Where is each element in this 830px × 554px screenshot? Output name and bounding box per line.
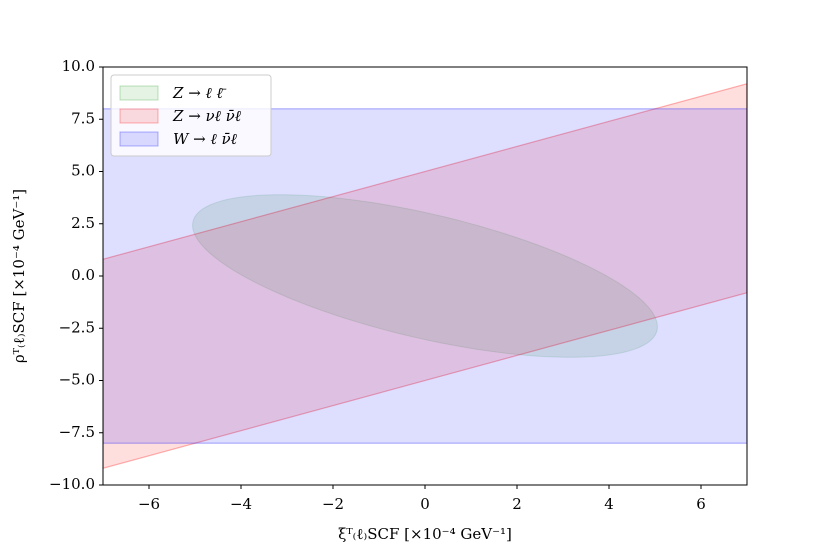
y-tick-label: −10.0 [49,475,95,493]
legend-swatch [119,131,159,147]
y-tick-label: 10.0 [62,57,95,75]
x-axis-label: ξᵀ₍ℓ₎SCF [×10⁻⁴ GeV⁻¹] [338,525,512,543]
legend-label: W → ℓ ν̄ℓ [173,130,237,148]
y-tick-label: 5.0 [71,162,95,180]
legend-swatch [119,85,159,101]
x-tick-label: −6 [138,495,160,513]
y-tick-label: −7.5 [59,423,95,441]
y-tick-label: 2.5 [71,214,95,232]
plot-area [103,83,747,469]
legend-label: Z → ℓ ℓ̄ [172,84,227,102]
x-tick-label: −2 [322,495,344,513]
legend-label: Z → νℓ ν̄ℓ [172,107,241,125]
legend-box [110,74,272,157]
y-tick-label: 7.5 [71,109,95,127]
ellipse [192,194,658,358]
band [103,83,747,469]
y-tick-label: −5.0 [59,371,95,389]
x-tick-label: 6 [696,495,706,513]
x-tick-label: 4 [604,495,614,513]
x-tick-label: −4 [230,495,252,513]
y-tick-label: −2.5 [59,318,95,336]
x-tick-label: 0 [420,495,430,513]
x-tick-label: 2 [512,495,522,513]
band [103,108,747,444]
y-tick-label: 0.0 [71,266,95,284]
y-axis-label: ρᵀ₍ℓ₎SCF [×10⁻⁴ GeV⁻¹] [10,189,28,363]
legend-swatch [119,108,159,124]
